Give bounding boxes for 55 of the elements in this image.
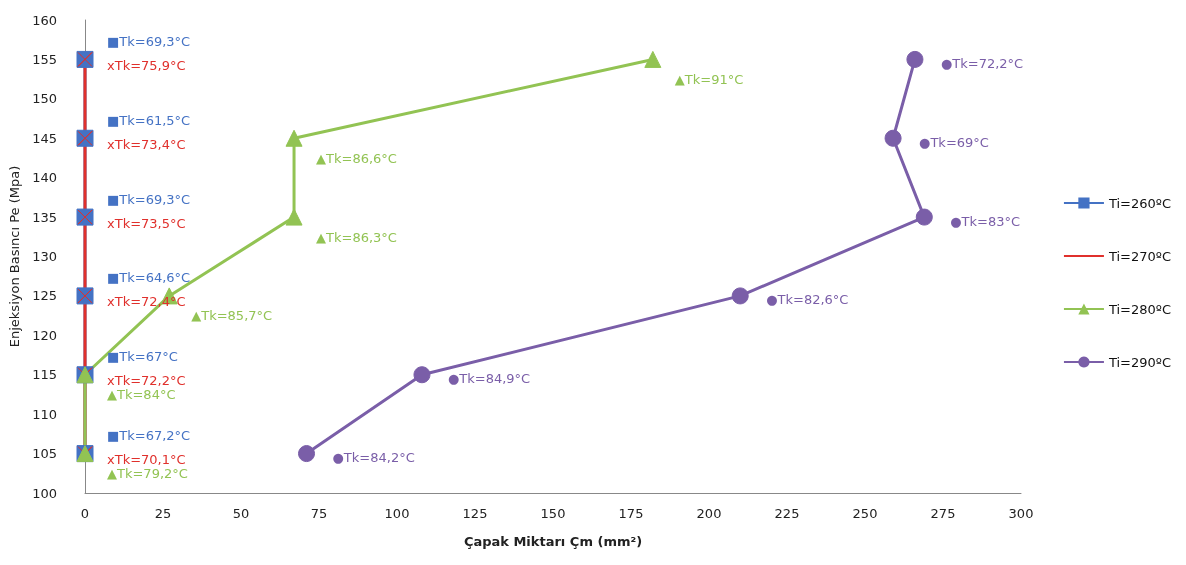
x-tick-label: 300 <box>1008 506 1034 521</box>
legend-label: Ti=290ºC <box>1107 354 1171 370</box>
annotation: ▲Tk=86,6°C <box>316 150 397 166</box>
x-tick-label: 250 <box>852 506 878 521</box>
y-tick-label: 110 <box>32 406 57 422</box>
x-tick-label: 50 <box>232 506 250 521</box>
annotation: ■Tk=61,5°C <box>107 112 191 128</box>
annotation: xTk=73,5°C <box>107 215 186 231</box>
x-tick-label: 75 <box>310 506 328 521</box>
annotation: ●Tk=72,2°C <box>940 55 1024 71</box>
x-tick-label: 125 <box>462 506 488 521</box>
y-tick-label: 150 <box>32 91 57 107</box>
annotation: xTk=73,4°C <box>107 136 186 152</box>
annotation: xTk=75,9°C <box>107 57 186 73</box>
y-tick-label: 100 <box>32 485 57 501</box>
x-tick-label: 225 <box>774 506 800 521</box>
y-tick-label: 135 <box>32 209 57 225</box>
y-tick-label: 145 <box>32 130 57 146</box>
annotation: ▲Tk=85,7°C <box>191 308 273 324</box>
annotation: xTk=72,2°C <box>107 373 186 389</box>
annotation: ●Tk=82,6°C <box>766 292 849 308</box>
x-tick-label: 100 <box>384 506 410 521</box>
annotation: ■Tk=64,6°C <box>107 270 191 286</box>
y-tick-label: 120 <box>32 327 57 343</box>
y-tick-label: 130 <box>32 249 57 264</box>
x-tick-label: 150 <box>540 506 566 521</box>
annotation: ■Tk=67,2°C <box>107 428 191 444</box>
annotation: ●Tk=69°C <box>919 134 989 150</box>
legend-label: Ti=270ºC <box>1107 248 1171 264</box>
annotation: ●Tk=84,9°C <box>447 371 531 387</box>
annotation: ▲Tk=79,2°C <box>107 466 188 482</box>
x-tick-label: 200 <box>696 506 722 521</box>
annotation: ▲Tk=84°C <box>107 387 176 403</box>
y-tick-label: 140 <box>32 170 57 186</box>
x-tick-label: 275 <box>930 506 956 521</box>
x-tick-label: 0 <box>80 506 90 521</box>
annotation: ■Tk=69,3°C <box>107 33 191 49</box>
y-axis-title: Enjeksiyon Basıncı Pe (Mpa) <box>7 165 23 348</box>
annotation: ●Tk=83°C <box>950 213 1021 229</box>
annotation: xTk=70,1°C <box>107 452 186 468</box>
y-tick-label: 105 <box>32 446 57 462</box>
annotation: ■Tk=69,3°C <box>107 191 191 207</box>
x-tick-label: 175 <box>618 506 644 521</box>
legend-label: Ti=260ºC <box>1107 195 1171 211</box>
annotation: ■Tk=67°C <box>107 349 178 365</box>
y-tick-label: 115 <box>32 367 57 383</box>
x-tick-label: 25 <box>154 506 172 521</box>
y-tick-label: 160 <box>32 12 57 28</box>
y-tick-label: 125 <box>32 288 57 304</box>
annotation: ▲Tk=91°C <box>674 71 744 87</box>
y-tick-label: 155 <box>32 51 57 67</box>
annotation: ▲Tk=86,3°C <box>316 229 397 245</box>
legend-label: Ti=280ºC <box>1107 301 1171 317</box>
annotation: ●Tk=84,2°C <box>332 450 415 466</box>
x-axis-title: Çapak Miktarı Çm (mm²) <box>463 534 643 549</box>
